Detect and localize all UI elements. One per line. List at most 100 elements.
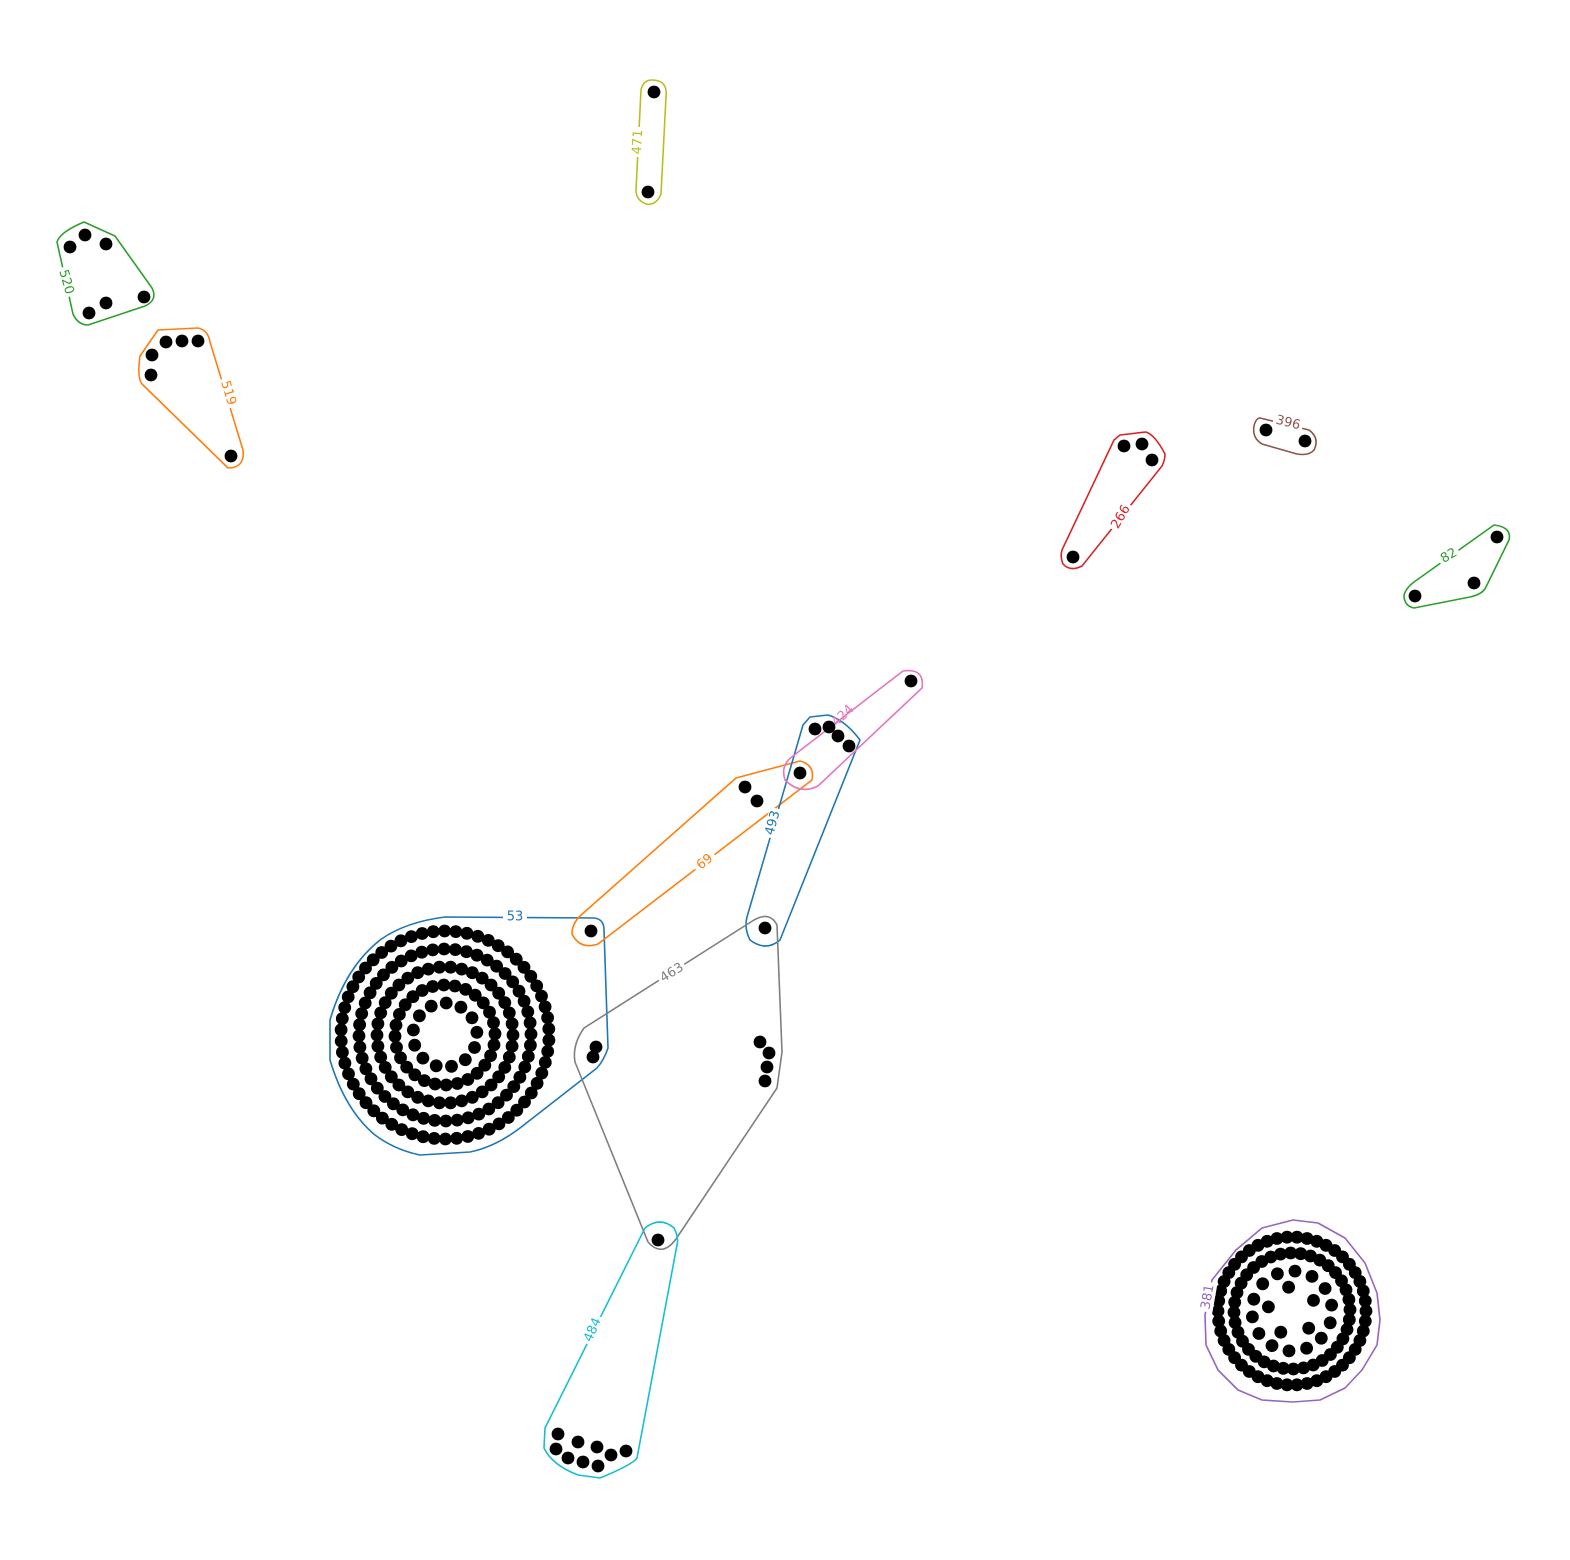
- node: [439, 996, 453, 1010]
- node: [1300, 1341, 1313, 1355]
- node: [424, 999, 438, 1013]
- group-53-hull: [329, 916, 609, 1156]
- node: [359, 1062, 373, 1076]
- node: [1294, 1247, 1308, 1261]
- node: [1282, 1280, 1295, 1294]
- node: [411, 1090, 425, 1104]
- node: [1246, 1310, 1259, 1324]
- node: [1288, 1264, 1302, 1278]
- node: [478, 1058, 492, 1072]
- node: [384, 1070, 398, 1084]
- node: [518, 1095, 531, 1109]
- node: [1280, 1230, 1294, 1244]
- node: [793, 766, 807, 780]
- group-424-hull: [782, 669, 924, 791]
- node: [1271, 1267, 1284, 1281]
- node: [78, 228, 92, 242]
- node: [1314, 1331, 1328, 1345]
- node: [524, 1027, 538, 1041]
- node: [353, 1040, 367, 1054]
- node: [363, 986, 377, 1000]
- node: [450, 1077, 464, 1090]
- node: [392, 1078, 406, 1092]
- node: [355, 1051, 369, 1065]
- node: [1265, 1339, 1279, 1352]
- node: [439, 1114, 453, 1128]
- node: [366, 953, 380, 967]
- node: [352, 970, 366, 984]
- node: [468, 1041, 481, 1054]
- group-484-hull: [543, 1221, 679, 1479]
- node: [1339, 1283, 1353, 1297]
- node: [445, 1059, 458, 1073]
- node: [358, 996, 372, 1010]
- node: [400, 1060, 414, 1074]
- node: [455, 1094, 469, 1108]
- node: [338, 1001, 352, 1014]
- node: [498, 996, 512, 1009]
- node: [439, 1078, 453, 1092]
- node: [413, 1009, 426, 1023]
- node: [589, 1040, 603, 1054]
- node: [394, 934, 408, 948]
- node: [384, 939, 398, 953]
- node: [437, 978, 451, 992]
- node: [1490, 530, 1504, 544]
- node: [507, 1080, 521, 1093]
- node: [378, 1061, 392, 1074]
- node: [408, 1038, 422, 1052]
- node: [159, 335, 173, 349]
- node: [571, 1435, 585, 1449]
- node: [1227, 1306, 1241, 1319]
- node: [369, 977, 383, 990]
- node: [406, 1108, 420, 1122]
- node: [524, 1038, 537, 1052]
- node: [576, 1455, 590, 1469]
- node: [374, 1050, 388, 1064]
- node: [335, 1012, 349, 1025]
- node: [1262, 1300, 1275, 1314]
- node: [458, 1053, 472, 1067]
- node: [604, 1448, 618, 1462]
- node: [191, 334, 205, 348]
- node: [492, 986, 506, 1000]
- node: [551, 1427, 565, 1441]
- node: [506, 975, 520, 989]
- node: [415, 984, 429, 997]
- node: [549, 1442, 563, 1456]
- node: [1270, 1377, 1284, 1390]
- node: [492, 1070, 506, 1084]
- node: [437, 942, 451, 956]
- node: [401, 1085, 415, 1099]
- node: [1342, 1313, 1356, 1327]
- node: [460, 945, 473, 959]
- node: [521, 1050, 535, 1063]
- node: [472, 1127, 485, 1140]
- node: [470, 948, 484, 962]
- node: [1228, 1295, 1242, 1309]
- node: [370, 1081, 384, 1095]
- node: [1135, 437, 1149, 451]
- node: [468, 988, 482, 1002]
- node: [542, 1033, 556, 1047]
- node: [426, 925, 440, 939]
- node: [491, 1096, 505, 1110]
- node: [465, 1011, 479, 1025]
- node: [411, 966, 425, 980]
- node: [416, 1051, 430, 1065]
- node: [460, 926, 474, 940]
- node: [1212, 1314, 1226, 1328]
- node: [524, 969, 538, 983]
- node: [1307, 1294, 1320, 1307]
- node: [341, 990, 355, 1004]
- node: [475, 1085, 489, 1099]
- node: [506, 1028, 520, 1042]
- node: [385, 1117, 399, 1131]
- node: [455, 962, 469, 976]
- node: [224, 449, 238, 463]
- node: [398, 998, 412, 1012]
- node: [448, 943, 462, 956]
- node: [501, 1111, 515, 1124]
- node: [591, 1459, 605, 1473]
- group-471-label: 471: [630, 129, 646, 155]
